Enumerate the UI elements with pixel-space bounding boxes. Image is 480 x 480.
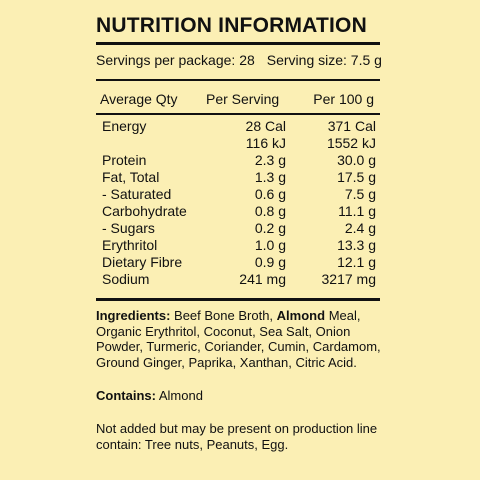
table-row: Fat, Total 1.3 g 17.5 g — [96, 169, 380, 186]
per-100g-value: 3217 mg — [321, 271, 376, 287]
ingredients-label: Ingredients: — [96, 308, 171, 323]
nutrient-name: Fat, Total — [102, 169, 160, 185]
nutrient-name: Protein — [102, 152, 147, 168]
per-serving-value: 0.9 g — [254, 254, 286, 270]
nutrient-name: Dietary Fibre — [102, 254, 183, 270]
per-serving-value: 0.6 g — [254, 186, 286, 202]
cross-contact-notice: Not added but may be present on producti… — [96, 421, 378, 452]
header-divider — [96, 113, 380, 115]
table-row: Dietary Fibre 0.9 g 12.1 g — [96, 254, 380, 271]
nutrient-table: Energy 28 Cal 371 Cal 116 kJ 1552 kJ Protein 2… — [96, 118, 380, 288]
nutrient-name: Energy — [102, 118, 147, 134]
ingredients-statement: Ingredients: Beef Bone Broth, Almond Mea… — [96, 308, 390, 370]
per-100g-value: 12.1 g — [337, 254, 376, 270]
nutrient-name: Carbohydrate — [102, 203, 187, 219]
column-header-per-100g: Per 100 g — [313, 91, 374, 107]
per-100g-value: 17.5 g — [337, 169, 376, 185]
servings-per-package: Servings per package: 28 — [96, 52, 255, 68]
table-row: 116 kJ 1552 kJ — [96, 135, 380, 152]
per-100g-value: 2.4 g — [344, 220, 376, 236]
serving-size: Serving size: 7.5 g — [266, 52, 382, 68]
servings-line: Servings per package: 28 Serving size: 7.… — [96, 52, 382, 68]
per-serving-value: 2.3 g — [254, 152, 286, 168]
servings-divider — [96, 79, 380, 81]
per-serving-value: 28 Cal — [245, 118, 286, 134]
table-row: Energy 28 Cal 371 Cal — [96, 118, 380, 135]
table-row: - Saturated 0.6 g 7.5 g — [96, 186, 380, 203]
per-serving-value: 1.3 g — [254, 169, 286, 185]
ingredients-allergen: Almond — [276, 308, 326, 323]
contains-label: Contains: — [96, 388, 156, 403]
ingredients-text-before: Beef Bone Broth, — [174, 308, 274, 323]
table-row: Erythritol 1.0 g 13.3 g — [96, 237, 380, 254]
per-100g-value: 7.5 g — [344, 186, 376, 202]
nutrition-panel: NUTRITION INFORMATION Servings per packa… — [96, 0, 382, 480]
per-serving-value: 0.8 g — [254, 203, 286, 219]
per-serving-value: 1.0 g — [254, 237, 286, 253]
nutrient-name: - Saturated — [102, 186, 172, 202]
per-serving-value: 0.2 g — [254, 220, 286, 236]
per-100g-value: 371 Cal — [327, 118, 376, 134]
panel-title: NUTRITION INFORMATION — [96, 14, 367, 37]
table-row: Carbohydrate 0.8 g 11.1 g — [96, 203, 380, 220]
table-row: Sodium 241 mg 3217 mg — [96, 271, 380, 288]
per-100g-value: 1552 kJ — [326, 135, 376, 151]
per-serving-value: 116 kJ — [245, 135, 286, 151]
column-header-name: Average Qty — [100, 91, 178, 107]
per-100g-value: 13.3 g — [337, 237, 376, 253]
table-bottom-divider — [96, 298, 380, 301]
nutrient-name: Sodium — [102, 271, 150, 287]
nutrient-name: - Sugars — [102, 220, 155, 236]
column-header-per-serving: Per Serving — [206, 91, 280, 107]
title-divider — [96, 42, 380, 45]
per-serving-value: 241 mg — [239, 271, 286, 287]
contains-value: Almond — [158, 388, 203, 403]
nutrient-name: Erythritol — [102, 237, 158, 253]
table-row: Protein 2.3 g 30.0 g — [96, 152, 380, 169]
per-100g-value: 11.1 g — [338, 203, 376, 219]
table-row: - Sugars 0.2 g 2.4 g — [96, 220, 380, 237]
ingredients-text-after: Meal, Organic Erythritol, Coconut, Sea S… — [96, 308, 381, 370]
contains-statement: Contains: Almond — [96, 388, 203, 403]
per-100g-value: 30.0 g — [337, 152, 376, 168]
